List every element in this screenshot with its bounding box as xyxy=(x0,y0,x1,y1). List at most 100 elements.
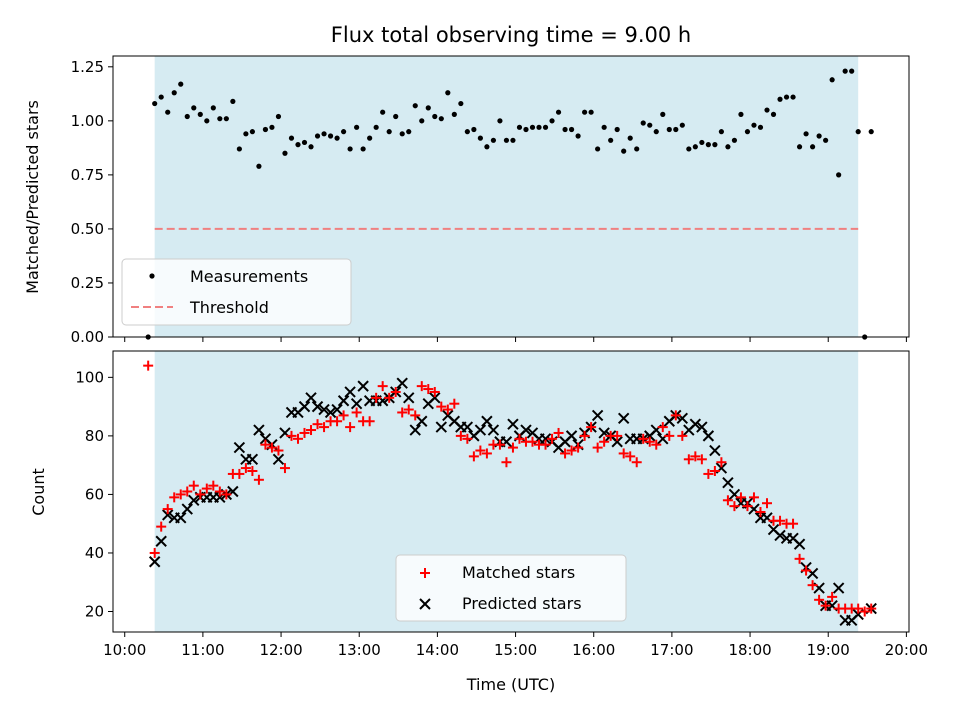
measurement-point xyxy=(562,126,568,133)
legend-predicted-label: Predicted stars xyxy=(462,594,582,613)
measurement-point xyxy=(673,126,679,133)
predicted-point xyxy=(155,535,167,547)
matched-point xyxy=(729,501,740,512)
predicted-point-b xyxy=(155,535,167,547)
measurement-point xyxy=(406,129,412,135)
predicted-point-b xyxy=(233,441,246,454)
bottom-legend[interactable]: Matched stars Predicted stars xyxy=(395,554,627,622)
predicted-point xyxy=(311,400,324,413)
measurement-point xyxy=(634,146,640,152)
y-tick-label: 0.25 xyxy=(71,274,104,292)
measurement-point xyxy=(295,142,301,148)
predicted-point xyxy=(507,418,519,430)
legend-measurements-label: Measurements xyxy=(190,267,308,286)
predicted-point xyxy=(689,418,702,430)
matched-point xyxy=(709,466,720,477)
measurement-point xyxy=(360,146,366,152)
matched-point xyxy=(403,404,414,415)
top-legend-box xyxy=(121,258,352,326)
predicted-point-b xyxy=(787,532,799,545)
matched-point xyxy=(820,600,831,611)
predicted-point-b xyxy=(442,409,454,422)
matched-point xyxy=(507,442,518,453)
predicted-point-b xyxy=(481,415,493,427)
matched-point xyxy=(436,401,447,412)
predicted-point-b xyxy=(709,444,721,457)
measurement-point xyxy=(367,135,373,141)
matched-point xyxy=(527,436,538,447)
matched-point xyxy=(377,381,388,392)
predicted-point-b xyxy=(728,488,741,501)
predicted-point-b xyxy=(162,509,174,521)
matched-point xyxy=(416,381,427,392)
matched-point xyxy=(560,448,571,459)
matched-point xyxy=(481,448,492,459)
matched-point xyxy=(332,416,343,427)
predicted-point xyxy=(793,538,806,550)
measurement-point xyxy=(314,133,321,139)
matched-point xyxy=(501,457,512,468)
predicted-point-b xyxy=(617,412,630,425)
measurement-point xyxy=(171,90,177,96)
measurement-point xyxy=(595,146,601,152)
measurement-point xyxy=(783,94,790,100)
matched-point xyxy=(371,392,382,403)
measurement-point xyxy=(249,129,255,135)
legend-cross xyxy=(419,598,431,610)
matched-point xyxy=(338,410,349,421)
predicted-point xyxy=(416,415,428,427)
predicted-point-b xyxy=(350,397,363,410)
predicted-point xyxy=(298,400,311,413)
measurement-point xyxy=(484,144,490,150)
matched-point xyxy=(540,439,551,450)
matched-point xyxy=(208,480,219,491)
measurement-point xyxy=(438,116,444,122)
predicted-point-b xyxy=(253,424,265,436)
measurement-point xyxy=(340,129,347,135)
y-tick-label: 100 xyxy=(75,368,104,386)
matched-point xyxy=(156,521,167,532)
measurement-point xyxy=(868,129,874,135)
matched-point xyxy=(351,407,362,418)
measurement-point xyxy=(568,126,575,133)
matched-point xyxy=(201,483,212,494)
matched-point xyxy=(475,445,486,456)
matched-point xyxy=(618,448,629,459)
predicted-point xyxy=(487,424,500,436)
predicted-point xyxy=(148,556,161,568)
matched-point xyxy=(468,451,479,462)
top-legend[interactable]: Measurements Threshold xyxy=(121,258,352,326)
predicted-point xyxy=(832,582,845,594)
measurement-point xyxy=(849,68,855,74)
matched-point xyxy=(299,427,310,438)
matched-point xyxy=(397,407,408,418)
predicted-point-b xyxy=(507,418,519,430)
predicted-point xyxy=(702,430,715,442)
predicted-point-b xyxy=(702,430,715,442)
measurement-point xyxy=(477,135,483,141)
measurement-point xyxy=(842,68,848,74)
predicted-point xyxy=(162,509,174,521)
predicted-point-b xyxy=(761,512,773,524)
measurement-point xyxy=(653,129,659,135)
bottom-legend-box xyxy=(395,554,627,622)
y-tick-label: 0.50 xyxy=(71,220,104,238)
measurement-point xyxy=(809,144,816,150)
predicted-point-b xyxy=(774,529,786,542)
predicted-point-b xyxy=(272,453,285,466)
matched-point xyxy=(286,430,297,441)
predicted-point-b xyxy=(539,433,552,445)
top-measurements-series xyxy=(145,68,874,340)
x-tick-label: 19:00 xyxy=(807,641,850,659)
predicted-point-b xyxy=(324,406,337,419)
matched-point xyxy=(449,398,460,409)
matched-point xyxy=(775,515,786,526)
measurement-point xyxy=(679,122,685,128)
bottom-axes-frame xyxy=(112,350,910,633)
measurement-point xyxy=(327,133,334,139)
predicted-point-b xyxy=(611,436,623,448)
matched-point xyxy=(592,442,603,453)
matched-point xyxy=(599,436,610,447)
top-panel: 0.00 0.25 0.50 0.75 1.00 1.25 Matched/Predict… xyxy=(23,55,910,346)
matched-point xyxy=(175,489,186,500)
